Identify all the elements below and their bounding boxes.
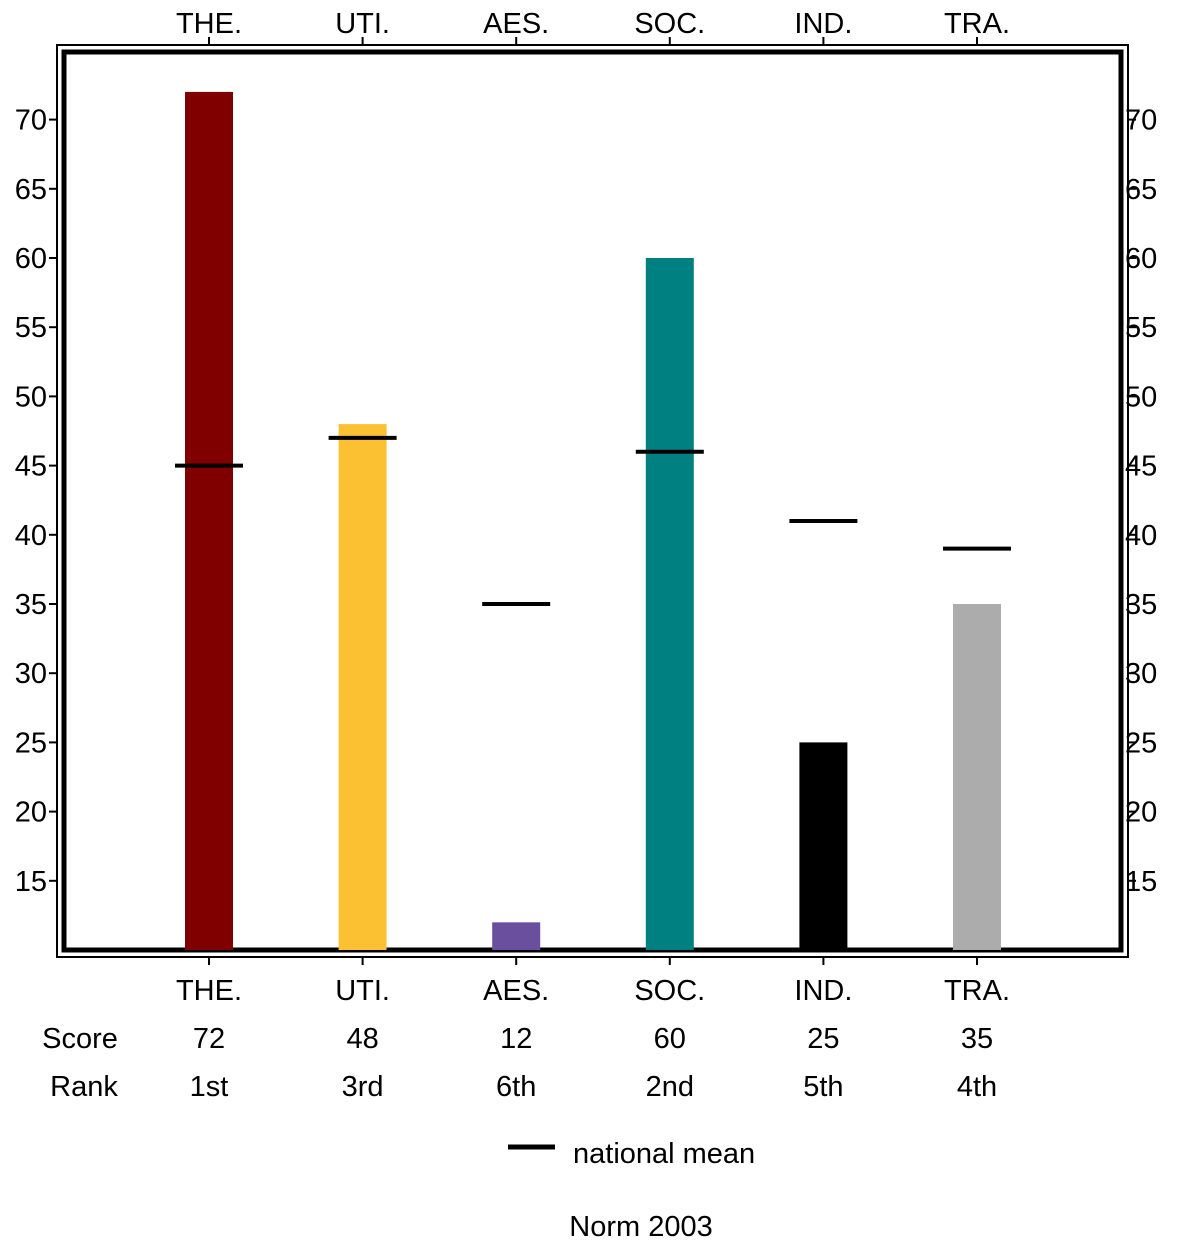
rank-value-2: 6th (496, 1071, 536, 1103)
y-axis-right: 15 20 25 30 35 40 45 50 55 60 65 70 (1125, 105, 1157, 898)
y-label-left-2: 25 (15, 727, 47, 759)
x-label-bottom-3: SOC. (634, 975, 705, 1007)
score-value-1: 48 (346, 1023, 378, 1055)
footer-text: Norm 2003 (569, 1211, 712, 1241)
legend-label: national mean (573, 1138, 755, 1170)
y-label-left-7: 50 (15, 381, 47, 413)
y-label-left-6: 45 (15, 451, 47, 483)
y-label-right-5: 40 (1125, 520, 1157, 552)
y-label-right-8: 55 (1125, 312, 1157, 344)
y-label-left-11: 70 (15, 105, 47, 137)
x-label-top-3: SOC. (634, 8, 705, 40)
x-label-bottom-5: TRA. (944, 975, 1010, 1007)
y-label-right-2: 25 (1125, 727, 1157, 759)
bars (185, 91, 1001, 951)
rank-value-1: 3rd (342, 1071, 384, 1103)
x-label-bottom-1: UTI. (335, 975, 390, 1007)
bar-1 (338, 424, 387, 951)
y-label-left-8: 55 (15, 312, 47, 344)
y-label-left-10: 65 (15, 174, 47, 206)
y-label-right-7: 50 (1125, 381, 1157, 413)
rank-value-0: 1st (190, 1071, 229, 1103)
y-label-left-9: 60 (15, 243, 47, 275)
x-label-bottom-4: IND. (794, 975, 852, 1007)
bar-4 (799, 742, 848, 950)
x-label-top-4: IND. (794, 8, 852, 40)
x-label-bottom-0: THE. (176, 975, 242, 1007)
plot-frame-inner (61, 49, 1124, 953)
rank-value-4: 5th (803, 1071, 843, 1103)
y-label-left-1: 20 (15, 797, 47, 829)
x-label-top-5: TRA. (944, 8, 1010, 40)
score-value-2: 12 (500, 1023, 532, 1055)
y-label-left-4: 35 (15, 589, 47, 621)
x-label-top-0: THE. (176, 8, 242, 40)
score-row: Score 72 48 12 60 25 35 (42, 1023, 993, 1055)
score-value-5: 35 (961, 1023, 993, 1055)
y-label-right-6: 45 (1125, 451, 1157, 483)
y-label-right-11: 70 (1125, 105, 1157, 137)
bar-2 (492, 922, 541, 950)
x-label-bottom-2: AES. (483, 975, 549, 1007)
score-value-4: 25 (807, 1023, 839, 1055)
y-label-right-1: 20 (1125, 797, 1157, 829)
y-label-right-3: 30 (1125, 658, 1157, 690)
x-label-top-1: UTI. (335, 8, 390, 40)
rank-value-5: 4th (957, 1071, 997, 1103)
x-label-top-2: AES. (483, 8, 549, 40)
rank-row-label: Rank (50, 1071, 118, 1103)
y-axis-left: 15 20 25 30 35 40 45 50 55 60 65 70 (15, 105, 57, 898)
y-label-right-9: 60 (1125, 243, 1157, 275)
x-axis-bottom: THE. UTI. AES. SOC. IND. TRA. (176, 957, 1010, 1007)
y-label-left-0: 15 (15, 866, 47, 898)
x-axis-top: THE. UTI. AES. SOC. IND. TRA. (176, 8, 1010, 45)
rank-row: Rank 1st 3rd 6th 2nd 5th 4th (50, 1071, 997, 1103)
bar-0 (185, 91, 233, 951)
rank-value-3: 2nd (646, 1071, 694, 1103)
y-label-left-5: 40 (15, 520, 47, 552)
bar-5 (953, 604, 1001, 950)
y-label-left-3: 30 (15, 658, 47, 690)
plot-frame-outer (56, 44, 1129, 958)
plot-frame (56, 44, 1129, 958)
y-label-right-4: 35 (1125, 589, 1157, 621)
score-value-3: 60 (654, 1023, 686, 1055)
score-value-0: 72 (193, 1023, 225, 1055)
score-row-label: Score (42, 1023, 118, 1055)
legend: national mean (508, 1138, 755, 1170)
y-label-right-10: 65 (1125, 174, 1157, 206)
mean-markers (175, 435, 1011, 606)
bar-3 (645, 258, 694, 950)
y-label-right-0: 15 (1125, 866, 1157, 898)
